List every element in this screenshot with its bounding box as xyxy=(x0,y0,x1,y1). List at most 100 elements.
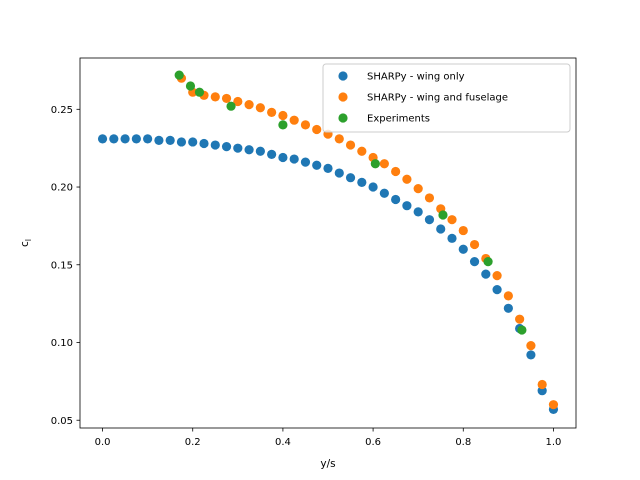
data-point xyxy=(267,107,277,118)
data-point xyxy=(221,93,232,104)
x-tick-label: 0.4 xyxy=(275,437,291,448)
data-point xyxy=(413,183,423,194)
data-point xyxy=(300,157,311,167)
x-axis-label: y/s xyxy=(320,458,335,470)
data-point xyxy=(391,194,401,205)
data-point xyxy=(458,225,468,236)
data-point xyxy=(424,193,435,203)
y-tick-label: 0.15 xyxy=(51,260,73,271)
data-point xyxy=(370,159,380,169)
data-point xyxy=(334,134,344,144)
y-axis-label: cl xyxy=(19,239,33,247)
data-point xyxy=(515,314,525,324)
data-point xyxy=(143,134,153,144)
data-point xyxy=(188,137,198,147)
y-axis-label-main: c xyxy=(19,241,31,247)
legend-label: SHARPy - wing only xyxy=(367,72,465,83)
y-tick-label: 0.05 xyxy=(51,416,73,427)
data-point xyxy=(323,163,333,173)
data-point xyxy=(131,134,141,144)
legend-label: Experiments xyxy=(367,114,430,125)
x-tick-label: 0.8 xyxy=(455,437,471,448)
x-tick-label: 0.0 xyxy=(95,437,111,448)
legend: SHARPy - wing only SHARPy - wing and fuse… xyxy=(322,63,571,133)
data-point xyxy=(526,341,536,351)
data-point xyxy=(357,146,367,156)
x-tick-label: 0.2 xyxy=(185,437,201,448)
data-point xyxy=(424,215,435,225)
legend-marker xyxy=(338,113,348,123)
data-point xyxy=(492,271,502,281)
data-point xyxy=(517,325,527,335)
data-point xyxy=(345,173,356,183)
series-2 xyxy=(174,70,527,335)
data-point xyxy=(312,124,322,135)
data-point xyxy=(267,149,277,159)
y-axis-label-subscript: l xyxy=(24,239,33,241)
data-point xyxy=(402,201,412,211)
x-tick-label: 1.0 xyxy=(546,437,562,448)
plot-frame xyxy=(79,57,577,429)
data-point xyxy=(391,166,401,177)
data-point xyxy=(233,96,243,107)
data-point xyxy=(278,110,288,121)
data-point xyxy=(357,177,367,187)
data-point xyxy=(233,143,243,153)
data-point xyxy=(458,244,468,254)
data-point xyxy=(312,160,322,170)
data-point xyxy=(503,291,513,301)
y-tick-label: 0.25 xyxy=(51,105,73,116)
y-tick-label: 0.20 xyxy=(51,183,73,194)
data-point xyxy=(154,135,164,145)
data-point xyxy=(447,233,457,243)
data-point xyxy=(109,134,119,144)
data-point xyxy=(402,174,412,184)
data-point xyxy=(244,145,254,155)
data-point xyxy=(438,210,448,220)
data-point xyxy=(481,269,491,279)
data-point xyxy=(368,182,378,192)
data-point xyxy=(469,257,480,267)
data-point xyxy=(176,137,187,147)
data-point xyxy=(226,101,236,111)
data-point xyxy=(436,224,446,234)
y-tick-label: 0.10 xyxy=(51,338,73,349)
data-point xyxy=(289,115,299,125)
data-point xyxy=(483,257,493,267)
data-point xyxy=(174,70,184,80)
data-point xyxy=(379,159,389,169)
data-point xyxy=(185,81,196,91)
x-tick-label: 0.6 xyxy=(365,437,381,448)
data-point xyxy=(255,103,265,113)
data-point xyxy=(194,87,205,97)
data-point xyxy=(221,142,232,152)
data-point xyxy=(503,303,513,313)
series-1 xyxy=(176,73,559,410)
legend-marker xyxy=(338,71,348,81)
data-point xyxy=(289,154,299,164)
data-point xyxy=(548,400,559,410)
data-point xyxy=(120,134,130,144)
data-point xyxy=(379,188,389,198)
data-point xyxy=(278,152,288,163)
legend-box xyxy=(322,63,571,133)
data-point xyxy=(199,138,209,149)
legend-marker xyxy=(338,92,348,102)
x-axis-ticks: 0.0 0.2 0.4 0.6 0.8 1.0 xyxy=(95,428,562,448)
data-point xyxy=(345,140,356,150)
data-point xyxy=(413,207,423,217)
data-point xyxy=(469,239,480,250)
data-point xyxy=(278,120,288,130)
data-point xyxy=(300,120,311,130)
data-point xyxy=(244,100,254,110)
y-axis-ticks: 0.05 0.10 0.15 0.20 0.25 xyxy=(51,105,80,427)
data-point xyxy=(165,135,175,145)
data-points xyxy=(97,70,559,414)
data-point xyxy=(447,215,457,225)
data-point xyxy=(334,168,344,178)
data-point xyxy=(210,92,220,102)
series-0 xyxy=(97,134,559,414)
data-point xyxy=(526,350,536,360)
legend-label: SHARPy - wing and fuselage xyxy=(367,93,508,104)
